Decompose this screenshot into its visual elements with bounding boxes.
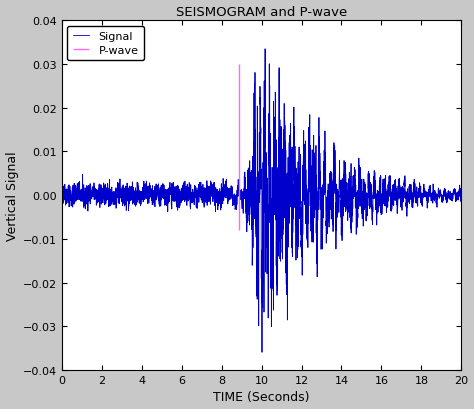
Signal (230, 204, 236, 209)
Signal (249, 200, 255, 204)
Y-axis label: Vertical Signal: Vertical Signal (6, 151, 18, 240)
Signal (227, 191, 232, 196)
Signal (447, 197, 452, 202)
Signal (259, 350, 265, 355)
Signal (427, 188, 432, 193)
Legend: Signal, P-wave: Signal, P-wave (67, 27, 144, 61)
Signal (262, 47, 268, 52)
Signal (458, 196, 464, 201)
Line: Signal: Signal (62, 49, 461, 353)
Signal (349, 213, 355, 218)
Signal (59, 191, 64, 196)
Title: SEISMOGRAM and P-wave: SEISMOGRAM and P-wave (176, 6, 347, 18)
X-axis label: TIME (Seconds): TIME (Seconds) (213, 391, 310, 403)
